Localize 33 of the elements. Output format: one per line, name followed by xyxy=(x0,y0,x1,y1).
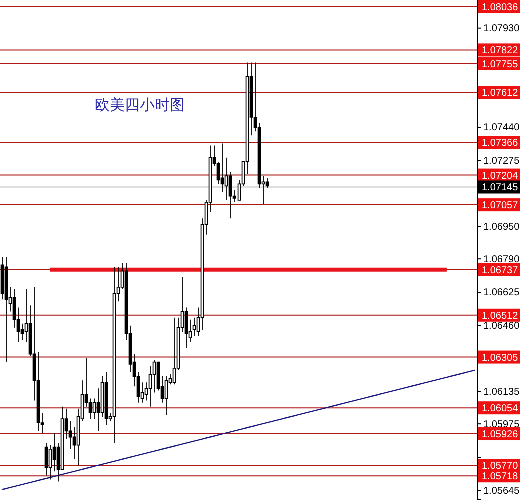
y-tick-label: 1.06790 xyxy=(484,254,520,266)
ref-line-label: 1.08036 xyxy=(482,2,519,14)
ref-line-label: 1.06512 xyxy=(482,310,519,322)
candlestick xyxy=(44,442,48,476)
candlestick xyxy=(164,376,168,416)
line-series xyxy=(1,370,476,490)
y-tick-label: 1.05645 xyxy=(484,486,520,498)
ref-line-label: 1.06737 xyxy=(482,265,519,276)
y-tick-label: 1.05975 xyxy=(484,419,520,430)
y-tick-label: 1.07930 xyxy=(484,24,520,35)
y-tick-label: 1.06460 xyxy=(484,321,520,332)
ref-line-label: 1.07366 xyxy=(482,138,519,150)
y-tick-label: 1.07440 xyxy=(484,122,520,134)
ref-line-label: 1.06305 xyxy=(482,352,519,364)
ref-line-label: 1.07822 xyxy=(482,46,519,57)
y-tick-label: 1.06135 xyxy=(484,386,520,398)
candlestick xyxy=(4,256,8,363)
ref-line-label: 1.07755 xyxy=(482,59,519,70)
candlestick xyxy=(104,372,108,426)
ref-line-label: 1.06054 xyxy=(482,404,519,415)
candlestick xyxy=(112,266,116,444)
ref-line-label: 1.07145 xyxy=(482,182,519,194)
candlestick xyxy=(172,317,176,386)
ref-line-label: 1.05926 xyxy=(482,430,519,441)
ref-line-label: 1.07057 xyxy=(482,200,519,212)
text: 欧美四小时图 xyxy=(95,96,185,114)
y-tick-label: 1.06950 xyxy=(484,222,520,233)
ref-line-label: 1.07612 xyxy=(482,88,519,100)
ref-line-label: 1.05718 xyxy=(482,472,519,483)
y-tick-label: 1.07275 xyxy=(484,156,520,168)
ref-line-label: 1.07204 xyxy=(482,170,519,182)
ref-line-label: 1.05770 xyxy=(482,461,519,472)
y-tick-label: 1.06625 xyxy=(484,288,520,299)
